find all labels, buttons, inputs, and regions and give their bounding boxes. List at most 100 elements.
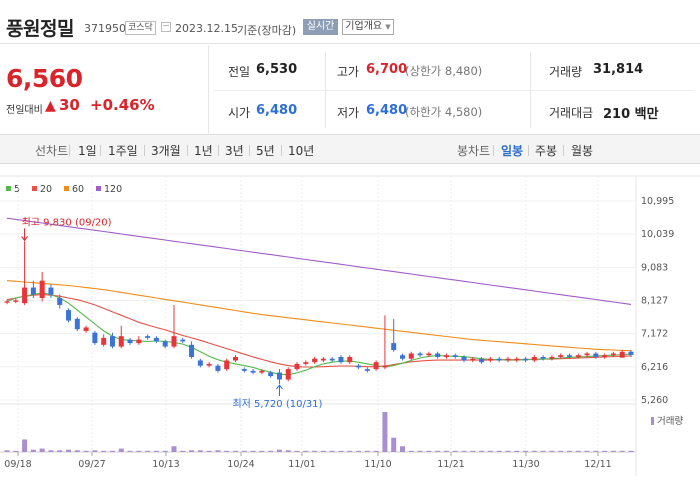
candle-body[interactable] — [145, 336, 151, 338]
candle-body[interactable] — [417, 353, 423, 356]
candle-body[interactable] — [505, 358, 511, 361]
candle-body[interactable] — [558, 355, 564, 357]
tab-daily[interactable]: 일봉 — [501, 144, 524, 158]
candle-body[interactable] — [549, 356, 555, 359]
candle-body[interactable] — [312, 358, 318, 363]
candle-body[interactable] — [514, 358, 520, 361]
candle-body[interactable] — [479, 358, 485, 363]
candle-body[interactable] — [347, 356, 353, 363]
candle-body[interactable] — [127, 339, 133, 344]
tab-3y[interactable]: 3년 — [225, 144, 244, 158]
tab-3m[interactable]: 3개월 — [151, 144, 181, 158]
candle-body[interactable] — [575, 355, 581, 357]
y-tick-label: 9,083 — [641, 262, 668, 273]
candle-body[interactable] — [373, 362, 379, 370]
candle-body[interactable] — [250, 370, 256, 373]
candle-body[interactable] — [294, 363, 300, 370]
candle-body[interactable] — [566, 355, 572, 357]
candle-body[interactable] — [531, 356, 537, 361]
candle-body[interactable] — [22, 287, 28, 304]
candle-body[interactable] — [92, 332, 98, 344]
candle-body[interactable] — [399, 355, 405, 359]
candle-body[interactable] — [426, 353, 432, 356]
candle-body[interactable] — [13, 300, 19, 302]
candle-body[interactable] — [57, 297, 63, 305]
candle-body[interactable] — [276, 372, 282, 380]
candle-body[interactable] — [74, 318, 80, 330]
prev-close-value: 6,530 — [256, 62, 298, 77]
candle-body[interactable] — [180, 339, 186, 342]
candle-body[interactable] — [259, 370, 265, 373]
candle-body[interactable] — [153, 337, 159, 342]
candle-body[interactable] — [329, 358, 335, 361]
low-arrowhead-icon — [276, 384, 283, 390]
divider — [249, 145, 250, 156]
y-tick-label: 10,039 — [641, 229, 674, 240]
candle-body[interactable] — [602, 355, 608, 357]
candle-body[interactable] — [162, 341, 168, 347]
tab-1d[interactable]: 1일 — [78, 144, 97, 158]
candle-body[interactable] — [593, 353, 599, 357]
candle-body[interactable] — [619, 351, 625, 358]
candle-body[interactable] — [233, 356, 239, 361]
candle-body[interactable] — [66, 310, 72, 321]
candle-body[interactable] — [30, 287, 36, 295]
candle-body[interactable] — [338, 356, 344, 363]
candle-body[interactable] — [523, 358, 529, 361]
candle-body[interactable] — [487, 358, 493, 361]
candle-body[interactable] — [224, 360, 230, 370]
candle-body[interactable] — [408, 353, 414, 359]
candle-body[interactable] — [241, 369, 247, 371]
stock-name[interactable]: 풍원정밀 — [6, 18, 74, 40]
tab-5y[interactable]: 5년 — [256, 144, 275, 158]
tab-1w[interactable]: 1주일 — [108, 144, 138, 158]
volume-bar — [136, 450, 142, 452]
tab-monthly[interactable]: 월봉 — [571, 144, 594, 158]
candle-body[interactable] — [39, 280, 45, 298]
candle-body[interactable] — [189, 344, 195, 357]
candle-body[interactable] — [206, 363, 212, 366]
candle-body[interactable] — [320, 358, 326, 361]
candle-body[interactable] — [303, 362, 309, 364]
candle-body[interactable] — [268, 372, 274, 377]
candle-body[interactable] — [540, 356, 546, 359]
candle-body[interactable] — [470, 358, 476, 361]
candle-body[interactable] — [382, 365, 388, 368]
candle-body[interactable] — [364, 369, 370, 371]
candle-body[interactable] — [118, 336, 124, 347]
candle-body[interactable] — [136, 339, 142, 344]
volume-bar — [452, 450, 458, 452]
candle-body[interactable] — [171, 336, 177, 347]
stock-code: 371950 — [84, 22, 126, 35]
tab-1y[interactable]: 1년 — [194, 144, 213, 158]
candle-body[interactable] — [109, 336, 115, 347]
candle-body[interactable] — [628, 351, 634, 355]
candle-body[interactable] — [356, 365, 362, 368]
candle-body[interactable] — [496, 358, 502, 361]
volume-bar — [347, 450, 353, 452]
candle-body[interactable] — [391, 343, 397, 351]
volume-bar — [57, 450, 63, 452]
candle-body[interactable] — [435, 353, 441, 357]
tab-weekly[interactable]: 주봉 — [535, 144, 558, 158]
candle-body[interactable] — [584, 353, 590, 356]
candle-body[interactable] — [101, 337, 107, 345]
company-info-button[interactable]: 기업개요 ▼ — [342, 19, 394, 35]
candle-body[interactable] — [461, 356, 467, 361]
candle-body[interactable] — [452, 355, 458, 357]
candle-body[interactable] — [610, 353, 616, 356]
x-tick-label: 09/18 — [4, 459, 31, 470]
candle-body[interactable] — [197, 360, 203, 366]
legend-ma120: 120 — [96, 184, 122, 195]
candle-body[interactable] — [443, 355, 449, 357]
realtime-button[interactable]: 실시간 — [303, 19, 338, 35]
candle-body[interactable] — [83, 327, 89, 331]
tab-10y[interactable]: 10년 — [288, 144, 315, 158]
candle-body[interactable] — [48, 287, 54, 295]
candle-body[interactable] — [4, 301, 10, 303]
candle-body[interactable] — [285, 369, 291, 380]
candle-body[interactable] — [215, 365, 221, 371]
volume-bar — [435, 450, 441, 452]
